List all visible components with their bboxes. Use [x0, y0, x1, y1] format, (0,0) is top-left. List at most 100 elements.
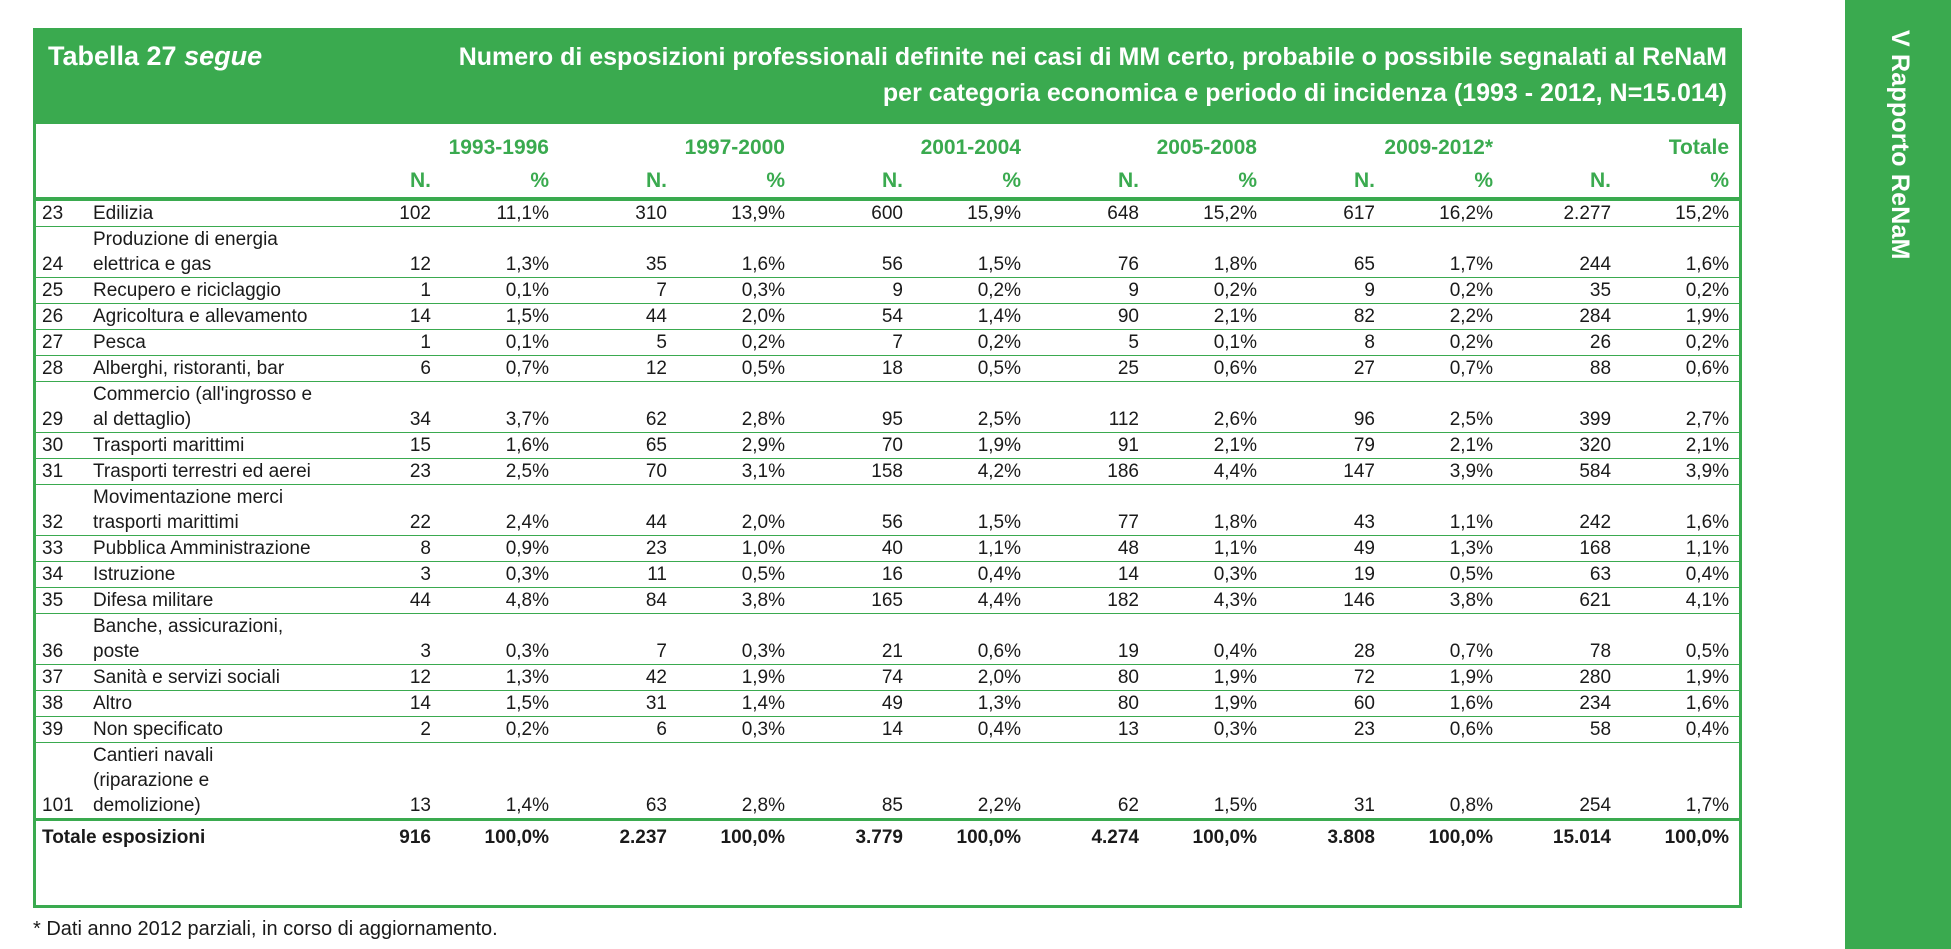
percent-cell: 0,3%: [1149, 561, 1267, 588]
percent-cell: 0,4%: [913, 561, 1031, 588]
category-name: Pesca: [89, 329, 325, 356]
subheader-row: N.% N.% N.% N.% N.% N.%: [36, 164, 1740, 201]
count-cell: 9: [1267, 277, 1385, 304]
percent-cell: 15,9%: [913, 199, 1031, 227]
percent-cell: 1,9%: [1149, 664, 1267, 691]
percent-cell: 1,6%: [441, 432, 559, 459]
percent-cell: 0,2%: [913, 277, 1031, 304]
count-cell: 91: [1031, 432, 1149, 459]
percent-cell: 0,5%: [677, 561, 795, 588]
count-cell: 146: [1267, 587, 1385, 614]
category-code: 27: [36, 329, 89, 356]
count-header: N.: [1503, 164, 1622, 201]
percent-cell: 1,5%: [913, 484, 1031, 536]
percent-header: %: [913, 164, 1031, 201]
count-cell: 23: [559, 535, 677, 562]
percent-header: %: [1149, 164, 1267, 201]
percent-cell: 2,1%: [1621, 432, 1740, 459]
count-cell: 1: [325, 329, 441, 356]
count-cell: 11: [559, 561, 677, 588]
percent-cell: 0,3%: [677, 716, 795, 743]
table-row: 34 Istruzione 3 0,3% 11 0,5% 16 0,4% 14 0,3% 19 0,5…: [36, 561, 1740, 588]
count-cell: 399: [1503, 381, 1622, 433]
percent-cell: 0,5%: [677, 355, 795, 382]
percent-cell: 3,7%: [441, 381, 559, 433]
count-cell: 84: [559, 587, 677, 614]
percent-cell: 2,6%: [1149, 381, 1267, 433]
percent-cell: 1,3%: [441, 664, 559, 691]
table-row: 38 Altro 14 1,5% 31 1,4% 49 1,3% 80 1,9% 60 1,6% 234…: [36, 690, 1740, 717]
subheader-blank: [36, 164, 325, 201]
total-percent-cell: 100,0%: [1621, 818, 1740, 853]
total-count-cell: 4.274: [1031, 818, 1149, 853]
percent-cell: 0,2%: [441, 716, 559, 743]
count-cell: 65: [1267, 226, 1385, 278]
count-cell: 82: [1267, 303, 1385, 330]
count-cell: 44: [559, 303, 677, 330]
percent-cell: 0,3%: [677, 613, 795, 665]
count-cell: 85: [795, 742, 913, 820]
total-count-cell: 3.808: [1267, 818, 1385, 853]
percent-cell: 1,1%: [1621, 535, 1740, 562]
percent-cell: 11,1%: [441, 199, 559, 227]
count-cell: 34: [325, 381, 441, 433]
percent-cell: 1,5%: [913, 226, 1031, 278]
count-cell: 21: [795, 613, 913, 665]
count-cell: 78: [1503, 613, 1622, 665]
count-cell: 15: [325, 432, 441, 459]
count-cell: 5: [559, 329, 677, 356]
count-cell: 147: [1267, 458, 1385, 485]
total-percent-cell: 100,0%: [677, 818, 795, 853]
percent-cell: 4,2%: [913, 458, 1031, 485]
percent-cell: 0,4%: [913, 716, 1031, 743]
count-cell: 617: [1267, 199, 1385, 227]
table-row: 30 Trasporti marittimi 15 1,6% 65 2,9% 70 1,9% 9…: [36, 432, 1740, 459]
percent-cell: 2,5%: [441, 458, 559, 485]
percent-header: %: [677, 164, 795, 201]
percent-cell: 0,1%: [441, 329, 559, 356]
percent-cell: 0,6%: [913, 613, 1031, 665]
table-title-line-2: per categoria economica e periodo di inc…: [882, 79, 1727, 107]
percent-cell: 1,4%: [677, 690, 795, 717]
count-cell: 49: [795, 690, 913, 717]
percent-cell: 1,3%: [441, 226, 559, 278]
category-name: Trasporti terrestri ed aerei: [89, 458, 325, 485]
percent-cell: 1,8%: [1149, 484, 1267, 536]
category-code: 23: [36, 199, 89, 227]
percent-cell: 2,1%: [1385, 432, 1504, 459]
percent-cell: 0,1%: [441, 277, 559, 304]
count-header: N.: [795, 164, 913, 201]
count-cell: 1: [325, 277, 441, 304]
count-cell: 48: [1031, 535, 1149, 562]
table-row: 23 Edilizia 102 11,1% 310 13,9% 600 15,9% 648 15,…: [36, 199, 1740, 227]
count-cell: 22: [325, 484, 441, 536]
count-cell: 74: [795, 664, 913, 691]
count-cell: 8: [325, 535, 441, 562]
table-row: 31 Trasporti terrestri ed aerei 23 2,5% 70 3,…: [36, 458, 1740, 485]
count-cell: 2.277: [1503, 199, 1622, 227]
count-cell: 43: [1267, 484, 1385, 536]
total-label: Totale esposizioni: [36, 818, 325, 853]
percent-cell: 1,9%: [1621, 664, 1740, 691]
count-cell: 584: [1503, 458, 1622, 485]
category-code: 24: [36, 226, 89, 278]
count-cell: 49: [1267, 535, 1385, 562]
count-cell: 13: [1031, 716, 1149, 743]
period-header: Totale: [1668, 135, 1730, 159]
category-name: Commercio (all'ingrosso e al dettaglio): [89, 381, 325, 433]
count-cell: 5: [1031, 329, 1149, 356]
percent-cell: 2,0%: [677, 484, 795, 536]
count-header: N.: [1031, 164, 1149, 201]
percent-cell: 0,3%: [441, 613, 559, 665]
percent-cell: 0,7%: [441, 355, 559, 382]
count-cell: 2: [325, 716, 441, 743]
count-cell: 26: [1503, 329, 1622, 356]
percent-cell: 16,2%: [1385, 199, 1504, 227]
count-cell: 77: [1031, 484, 1149, 536]
percent-cell: 0,3%: [441, 561, 559, 588]
percent-cell: 4,8%: [441, 587, 559, 614]
category-name: Istruzione: [89, 561, 325, 588]
percent-cell: 3,9%: [1621, 458, 1740, 485]
count-cell: 23: [325, 458, 441, 485]
percent-cell: 0,4%: [1621, 716, 1740, 743]
